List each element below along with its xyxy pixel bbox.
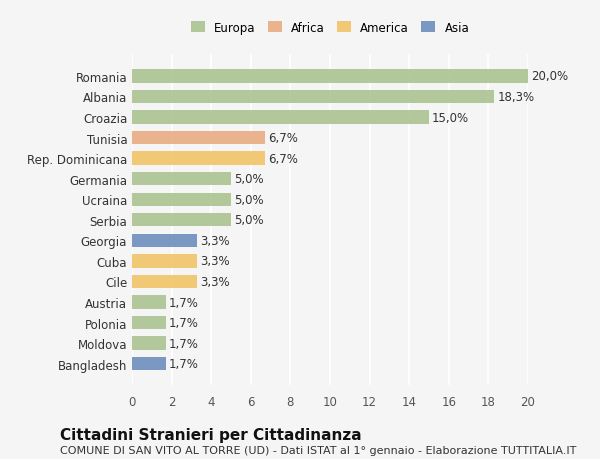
Bar <box>132 173 231 186</box>
Text: 6,7%: 6,7% <box>268 152 298 165</box>
Text: 20,0%: 20,0% <box>531 70 568 83</box>
Bar <box>132 357 166 370</box>
Bar <box>132 193 231 207</box>
Bar <box>132 296 166 309</box>
Text: 3,3%: 3,3% <box>200 255 230 268</box>
Bar <box>132 316 166 330</box>
Text: 3,3%: 3,3% <box>200 275 230 288</box>
Bar <box>132 275 197 289</box>
Bar <box>132 255 197 268</box>
Bar <box>132 213 231 227</box>
Text: COMUNE DI SAN VITO AL TORRE (UD) - Dati ISTAT al 1° gennaio - Elaborazione TUTTI: COMUNE DI SAN VITO AL TORRE (UD) - Dati … <box>60 445 577 455</box>
Text: 18,3%: 18,3% <box>497 91 535 104</box>
Text: 3,3%: 3,3% <box>200 235 230 247</box>
Bar <box>132 132 265 145</box>
Text: 1,7%: 1,7% <box>169 337 199 350</box>
Text: 1,7%: 1,7% <box>169 316 199 330</box>
Text: 5,0%: 5,0% <box>234 214 263 227</box>
Text: Cittadini Stranieri per Cittadinanza: Cittadini Stranieri per Cittadinanza <box>60 427 362 442</box>
Bar <box>132 90 494 104</box>
Bar <box>132 337 166 350</box>
Text: 15,0%: 15,0% <box>432 111 469 124</box>
Text: 1,7%: 1,7% <box>169 296 199 309</box>
Bar <box>132 111 429 124</box>
Text: 1,7%: 1,7% <box>169 358 199 370</box>
Bar <box>132 152 265 165</box>
Text: 6,7%: 6,7% <box>268 132 298 145</box>
Legend: Europa, Africa, America, Asia: Europa, Africa, America, Asia <box>187 18 473 38</box>
Text: 5,0%: 5,0% <box>234 173 263 186</box>
Text: 5,0%: 5,0% <box>234 193 263 206</box>
Bar <box>132 234 197 247</box>
Bar <box>132 70 528 84</box>
